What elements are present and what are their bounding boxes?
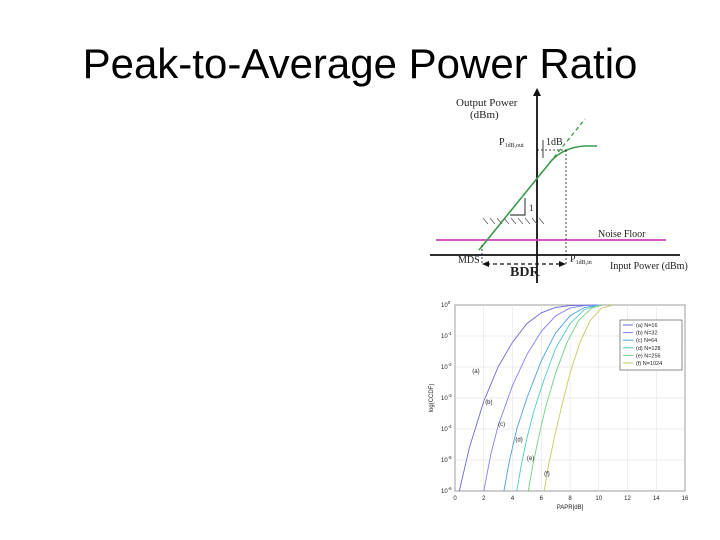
legend-entry: (f) N=1024 [636, 361, 662, 367]
slope-label: 1 [529, 203, 534, 213]
y-tick-label: 100 [441, 300, 451, 309]
series-line [516, 304, 599, 492]
curve-label: (f) [544, 472, 550, 478]
y-axis-label: Output Power [456, 97, 518, 109]
legend-entry: (d) N=128 [636, 346, 661, 352]
curve-label: (c) [498, 422, 505, 428]
legend-box [619, 319, 683, 371]
series-line [527, 304, 604, 492]
legend: (a) N=16 (b) N=32(c) N=64 (d) N=128(e) N=2… [619, 319, 683, 371]
series-line [483, 304, 599, 492]
y-tick-label: 10-6 [441, 486, 452, 495]
x-tick-label: 2 [482, 496, 486, 502]
legend-entry: (b) N=32 [636, 331, 658, 337]
x-axis-label: PAPR[dB] [557, 505, 584, 511]
legend-entry: (c) N=64 [636, 338, 657, 344]
ccdf-series [458, 304, 614, 492]
p1db-out-label: P1dB,out [499, 137, 524, 149]
noise-floor-label: Noise Floor [598, 229, 646, 240]
curve-label: (d) [515, 437, 522, 443]
curve-label: (a) [472, 369, 479, 375]
x-tick-label: 6 [540, 496, 544, 502]
x-tick-label: 16 [682, 496, 689, 502]
y-axis-label: log(CCDF) [429, 384, 435, 413]
bdr-label: BDR [510, 265, 540, 280]
y-tick-label: 10-4 [441, 424, 452, 433]
y-axis-unit: (dBm) [470, 109, 499, 121]
bdr-arrow-left [482, 261, 489, 267]
p1db-in-label: P1dB,in [570, 254, 592, 266]
curve-label: (b) [485, 400, 492, 406]
y-axis-arrow [533, 88, 541, 96]
x-tick-label: 14 [653, 496, 660, 502]
one-db-label: 1dB [546, 137, 563, 148]
y-tick-label: 10-2 [441, 362, 452, 371]
x-tick-labels: 0 2 4 6 8 10 12 14 16 [453, 496, 689, 502]
y-tick-label: 10-1 [441, 331, 452, 340]
noise-hatch-marks [482, 217, 545, 225]
curve-label: (e) [527, 456, 534, 462]
x-tick-label: 4 [511, 496, 515, 502]
amplifier-response-curve [478, 145, 597, 251]
series-line [543, 304, 614, 492]
y-tick-label: 10-5 [441, 455, 452, 464]
x-tick-label: 12 [624, 496, 631, 502]
legend-entry: (e) N=256 [636, 353, 661, 359]
mds-label: MDS [458, 255, 480, 266]
bdr-arrow-right [559, 261, 566, 267]
curve-labels: (a) (b) (c) (d) (e) (f) [472, 369, 550, 477]
x-axis-label: Input Power (dBm) [610, 261, 688, 272]
slope-triangle [510, 198, 526, 216]
legend-entry: (a) N=16 [636, 323, 658, 329]
x-tick-label: 8 [568, 496, 572, 502]
y-tick-label: 10-3 [441, 393, 452, 402]
y-tick-labels: 100 10-1 10-2 10-3 10-4 10-5 10-6 [441, 300, 452, 495]
series-line [503, 304, 599, 492]
slide-title: Peak-to-Average Power Ratio [82, 40, 638, 87]
x-tick-label: 0 [453, 496, 457, 502]
series-line [458, 304, 599, 492]
x-tick-label: 10 [595, 496, 602, 502]
